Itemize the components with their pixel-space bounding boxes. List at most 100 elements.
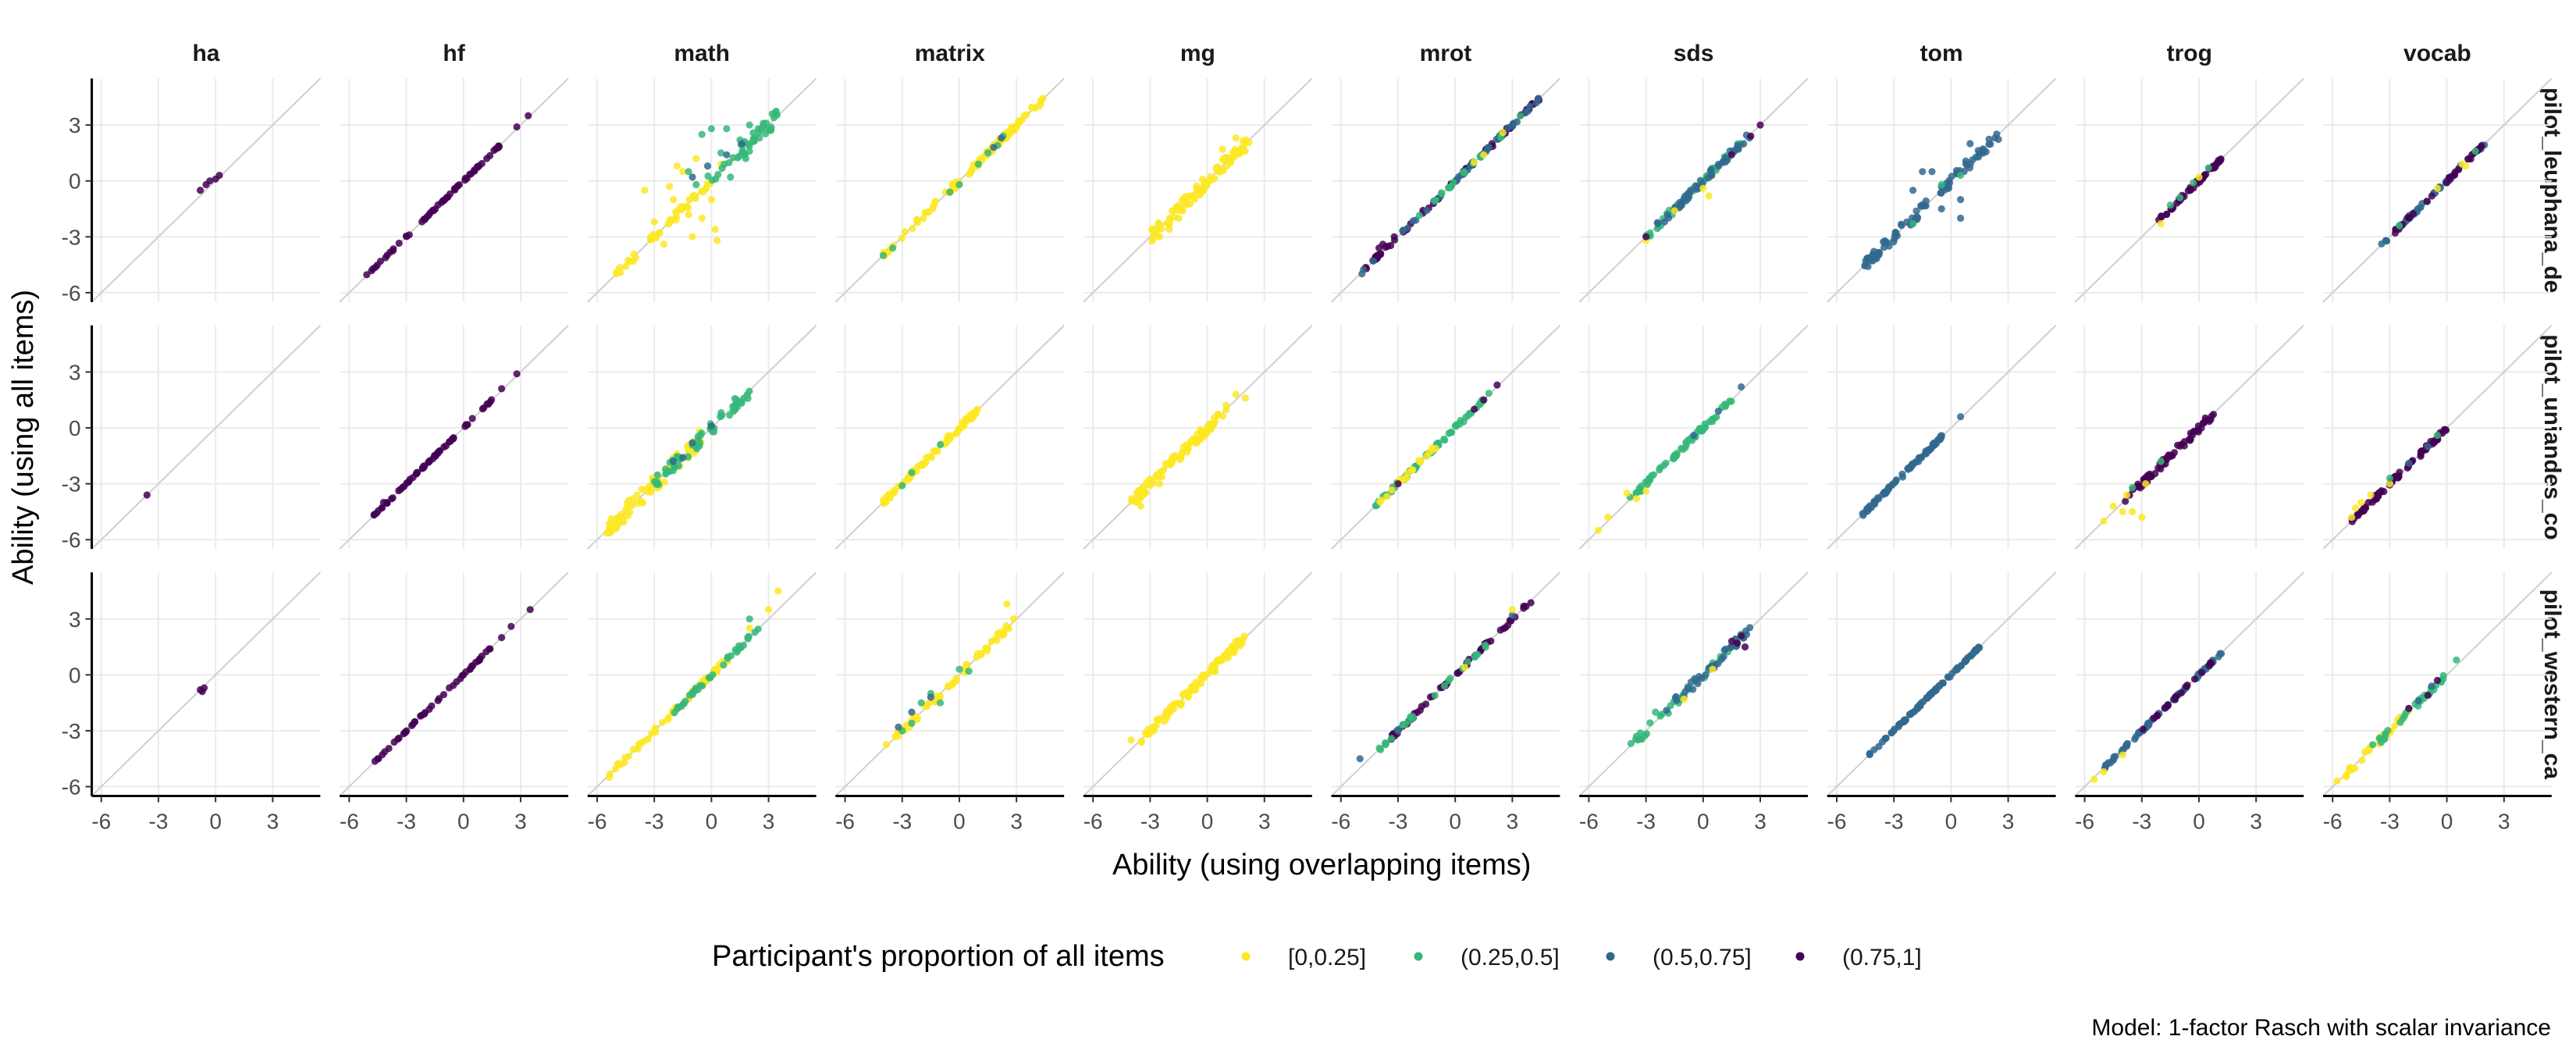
data-point xyxy=(692,180,700,189)
x-tick-label: -3 xyxy=(2132,809,2151,833)
data-point xyxy=(486,645,494,653)
data-point xyxy=(713,237,721,244)
data-point xyxy=(1179,690,1187,698)
data-point xyxy=(1724,156,1731,164)
data-point xyxy=(1741,643,1749,651)
x-tick-label: -3 xyxy=(892,809,912,833)
data-point xyxy=(707,196,716,204)
x-tick-label: -6 xyxy=(340,809,359,833)
data-point xyxy=(659,718,667,727)
data-point xyxy=(644,735,652,743)
data-point xyxy=(1670,453,1678,461)
data-point xyxy=(1882,734,1890,742)
data-point xyxy=(1916,702,1924,710)
facet-column-label: matrix xyxy=(915,41,985,66)
data-point xyxy=(2090,775,2098,783)
data-point xyxy=(723,151,731,158)
data-point xyxy=(2386,474,2393,482)
data-point xyxy=(1535,94,1542,102)
data-point xyxy=(462,421,470,429)
data-point xyxy=(634,499,642,507)
data-point xyxy=(1471,405,1478,413)
data-point xyxy=(749,135,757,143)
data-point xyxy=(2417,447,2425,456)
data-point xyxy=(612,765,620,773)
data-point xyxy=(1698,675,1706,682)
data-point xyxy=(513,123,521,131)
data-point xyxy=(420,215,428,223)
data-point xyxy=(704,172,712,180)
data-point xyxy=(1870,746,1878,753)
data-point xyxy=(1460,418,1468,426)
data-point xyxy=(2409,209,2417,218)
data-point xyxy=(1464,411,1472,419)
data-point xyxy=(428,702,436,710)
data-point xyxy=(2367,491,2375,499)
data-point xyxy=(729,408,738,415)
x-axis-title: Ability (using overlapping items) xyxy=(1112,849,1531,881)
data-point xyxy=(1219,412,1227,420)
data-point xyxy=(2391,229,2399,237)
data-point xyxy=(1734,639,1742,647)
data-point xyxy=(698,214,706,223)
data-point xyxy=(1920,201,1927,208)
data-point xyxy=(734,646,742,654)
data-point xyxy=(2358,757,2366,764)
data-point xyxy=(461,176,469,184)
data-point xyxy=(431,205,439,213)
data-point xyxy=(1137,502,1144,510)
data-point xyxy=(2199,419,2207,427)
data-point xyxy=(1883,488,1891,496)
data-point xyxy=(468,169,475,178)
data-point xyxy=(1904,465,1912,473)
data-point xyxy=(1922,450,1930,458)
data-point xyxy=(749,129,757,137)
x-tick-label: -6 xyxy=(1083,809,1103,833)
data-point xyxy=(2170,449,2178,457)
data-point xyxy=(1912,207,1920,215)
data-point xyxy=(1232,390,1240,398)
data-point xyxy=(412,470,421,478)
data-point xyxy=(670,196,678,204)
x-tick-label: 0 xyxy=(1945,809,1958,833)
data-point xyxy=(480,404,488,411)
facet-column-label: trog xyxy=(2167,41,2212,66)
data-point xyxy=(898,234,906,242)
data-point xyxy=(2375,492,2382,500)
data-point xyxy=(662,470,670,478)
data-point xyxy=(678,202,685,211)
data-point xyxy=(955,180,963,189)
data-point xyxy=(1493,381,1501,389)
data-point xyxy=(1432,196,1440,204)
data-point xyxy=(2428,192,2435,200)
data-point xyxy=(2209,411,2218,418)
data-point xyxy=(2439,675,2447,683)
data-point xyxy=(476,655,484,663)
data-point xyxy=(714,170,722,179)
data-point xyxy=(2359,507,2367,515)
data-point xyxy=(2453,656,2460,664)
data-point xyxy=(621,759,628,767)
x-tick-label: -6 xyxy=(91,809,111,833)
data-point xyxy=(1709,665,1717,673)
data-point xyxy=(1128,497,1136,505)
data-point xyxy=(745,625,753,632)
x-tick-label: -3 xyxy=(1140,809,1160,833)
data-point xyxy=(898,482,906,490)
data-point xyxy=(2205,418,2213,426)
data-point xyxy=(1461,664,1468,671)
x-tick-label: 3 xyxy=(514,809,527,833)
data-point xyxy=(1484,144,1492,151)
data-point xyxy=(2464,155,2472,163)
legend-swatch xyxy=(1414,952,1423,961)
data-point xyxy=(449,435,457,443)
data-point xyxy=(376,258,384,265)
data-point xyxy=(1234,150,1243,158)
data-point xyxy=(2122,741,2130,749)
data-point xyxy=(738,147,746,155)
data-point xyxy=(945,433,952,440)
data-point xyxy=(920,215,927,223)
data-point xyxy=(2428,682,2435,690)
data-point xyxy=(1374,251,1382,259)
data-point xyxy=(1513,118,1521,126)
